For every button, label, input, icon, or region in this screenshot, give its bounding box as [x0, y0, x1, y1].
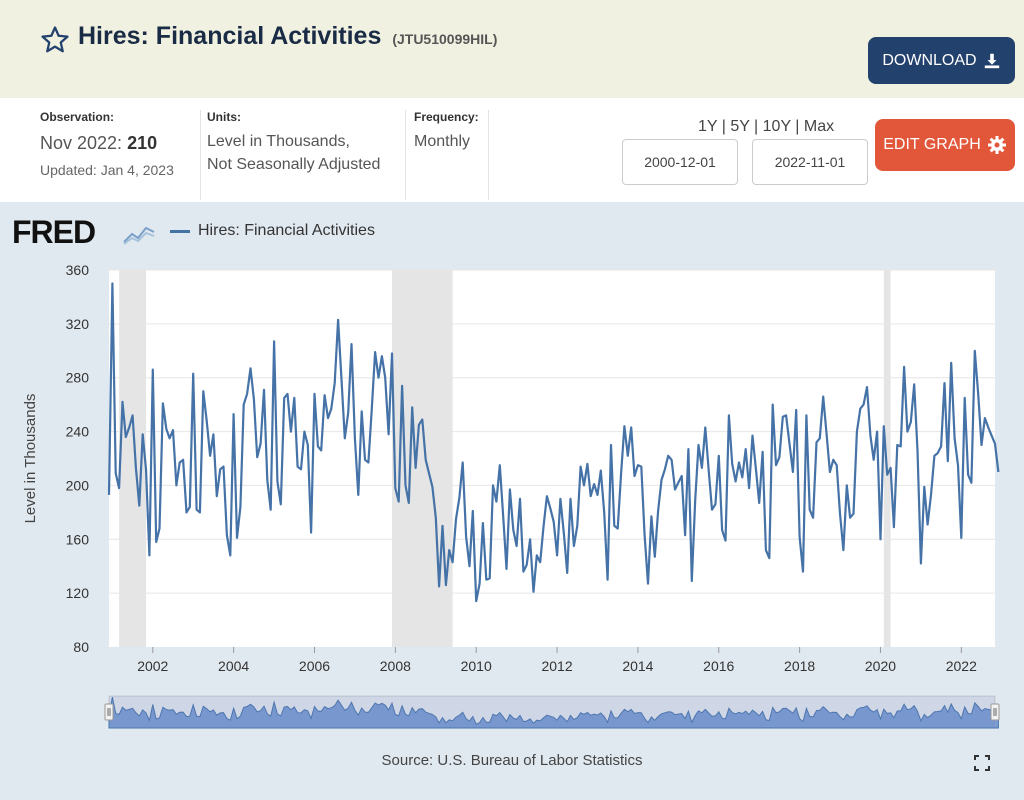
fred-logo: FRED	[12, 214, 96, 251]
y-tick-label: 280	[66, 370, 90, 386]
y-tick-label: 360	[66, 262, 90, 278]
series-line	[107, 282, 1000, 603]
y-tick-label: 120	[66, 585, 90, 601]
x-tick-label: 2004	[218, 658, 249, 674]
y-tick-label: 320	[66, 316, 90, 332]
page-title: Hires: Financial Activities (JTU510099HI…	[78, 22, 497, 51]
x-tick-label: 2018	[784, 658, 815, 674]
y-tick-label: 240	[66, 424, 90, 440]
y-tick-label: 160	[66, 531, 90, 547]
legend-swatch	[170, 229, 190, 233]
recession-band	[391, 270, 453, 647]
navigator-handle-left[interactable]	[104, 703, 114, 721]
end-date-input[interactable]: 2022-11-01	[752, 139, 868, 185]
fullscreen-icon[interactable]	[974, 755, 990, 771]
chart-area: 80 120 160 200 240 280 320 360 2002 2004 2006 2008 2…	[0, 202, 1024, 800]
download-button[interactable]: DOWNLOAD	[868, 37, 1015, 84]
meta-divider	[200, 110, 201, 200]
chart-legend: Hires: Financial Activities	[170, 222, 375, 240]
units-label: Units:	[207, 110, 241, 124]
updated-date: Updated: Jan 4, 2023	[40, 162, 174, 178]
range-links: 1Y | 5Y | 10Y | Max	[698, 118, 835, 135]
units-line-1: Level in Thousands,	[207, 133, 350, 150]
y-tick-label: 200	[66, 477, 90, 493]
y-axis-label: Level in Thousands	[22, 394, 39, 524]
x-tick-label: 2008	[380, 658, 411, 674]
gear-icon	[987, 136, 1006, 154]
x-tick-label: 2022	[946, 658, 977, 674]
x-tick-label: 2002	[137, 658, 168, 674]
navigator-handle-right[interactable]	[990, 703, 1000, 721]
units-line-2: Not Seasonally Adjusted	[207, 156, 381, 173]
y-tick-label: 80	[73, 639, 89, 655]
download-label: DOWNLOAD	[882, 51, 977, 69]
chart-source: Source: U.S. Bureau of Labor Statistics	[381, 752, 643, 769]
series-title: Hires: Financial Activities	[78, 22, 382, 50]
frequency-label: Frequency:	[414, 110, 479, 124]
x-tick-label: 2010	[461, 658, 492, 674]
recession-band	[883, 270, 891, 647]
star-icon[interactable]	[40, 25, 70, 55]
series-id: (JTU510099HIL)	[392, 31, 498, 47]
observation-label: Observation:	[40, 110, 115, 124]
fred-logo-text: FRED	[12, 214, 96, 250]
meta-divider	[405, 110, 406, 200]
range-5y[interactable]: 5Y	[730, 118, 750, 135]
legend-label: Hires: Financial Activities	[198, 222, 375, 239]
x-tick-label: 2014	[622, 658, 653, 674]
edit-graph-button[interactable]: EDIT GRAPH	[875, 119, 1015, 171]
observation-line: Nov 2022: 210	[40, 130, 174, 156]
x-tick-label: 2012	[541, 658, 572, 674]
download-icon	[984, 53, 999, 68]
units-block: Units: Level in Thousands, Not Seasonall…	[207, 110, 380, 176]
range-10y[interactable]: 10Y	[762, 118, 791, 135]
plot-background	[109, 270, 995, 647]
x-tick-label: 2020	[865, 658, 896, 674]
chart-svg: 80 120 160 200 240 280 320 360 2002 2004 2006 2008 2…	[22, 262, 1000, 729]
navigator-selection[interactable]	[109, 696, 995, 728]
edit-graph-label: EDIT GRAPH	[883, 136, 981, 153]
observation-date: Nov 2022:	[40, 133, 123, 153]
range-max[interactable]: Max	[803, 118, 835, 135]
frequency-value: Monthly	[414, 133, 471, 150]
meta-divider	[488, 110, 489, 200]
series-header: Hires: Financial Activities (JTU510099HI…	[0, 0, 1024, 98]
x-tick-label: 2006	[299, 658, 330, 674]
frequency-block: Frequency: Monthly	[414, 110, 479, 153]
start-date-input[interactable]: 2000-12-01	[622, 139, 738, 185]
observation-value: 210	[127, 133, 158, 153]
x-tick-label: 2016	[703, 658, 734, 674]
fred-logo-graph-icon	[122, 222, 156, 246]
observation-block: Observation: Nov 2022: 210 Updated: Jan …	[40, 110, 174, 178]
range-1y[interactable]: 1Y	[698, 118, 718, 135]
navigator-series	[108, 697, 999, 729]
series-meta: Observation: Nov 2022: 210 Updated: Jan …	[0, 98, 1024, 202]
